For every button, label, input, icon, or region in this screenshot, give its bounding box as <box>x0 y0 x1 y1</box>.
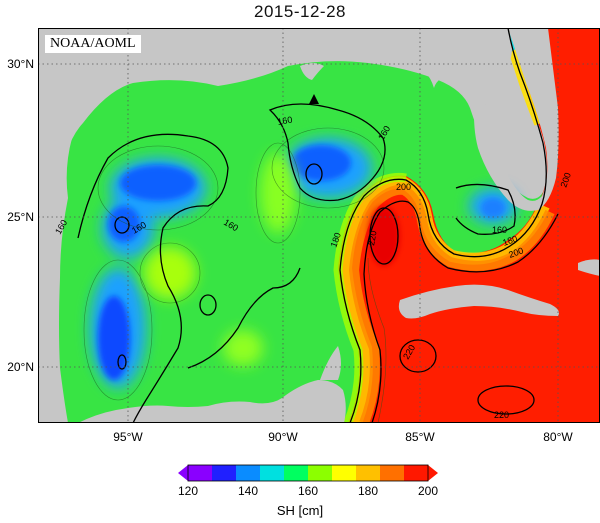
colorbar-max-arrow <box>428 465 438 481</box>
colorbar-cell <box>212 465 237 481</box>
lon-label: 90°W <box>268 430 298 444</box>
colorbar-cell <box>236 465 261 481</box>
colorbar-cell <box>380 465 405 481</box>
station-marker-icon <box>309 94 319 104</box>
contour-labels: 160 160 160 160 160 180 200 220 220 220 … <box>53 115 573 420</box>
contour-label: 200 <box>558 171 573 189</box>
colorbar-tick-label: 200 <box>417 484 439 498</box>
colorbar-tick-label: 180 <box>357 484 379 498</box>
lon-label: 80°W <box>543 430 573 444</box>
contour-lines-bold <box>77 28 559 423</box>
colorbar-min-arrow <box>178 465 188 481</box>
contour-label: 220 <box>366 230 378 247</box>
land-masses <box>38 28 600 423</box>
lon-label: 95°W <box>113 430 143 444</box>
credit-label: NOAA/AOML <box>45 35 141 53</box>
contour-label: 180 <box>328 231 343 249</box>
colorbar-cell <box>332 465 357 481</box>
colorbar-cell <box>356 465 381 481</box>
ocean-field <box>57 28 600 423</box>
map-title: 2015-12-28 <box>254 2 346 21</box>
lon-label: 85°W <box>405 430 435 444</box>
contour-label: 200 <box>396 182 411 192</box>
colorbar-tick-label: 160 <box>297 484 319 498</box>
colorbar-unit-label: SH [cm] <box>276 503 324 518</box>
contour-label: 220 <box>494 410 509 420</box>
contour-label: 160 <box>492 225 507 235</box>
colorbar-cell <box>308 465 333 481</box>
lat-label: 20°N <box>7 360 34 374</box>
colorbar-cell <box>284 465 309 481</box>
contour-label: 200 <box>507 245 525 260</box>
contour-lines-thin <box>83 127 387 423</box>
lat-label: 30°N <box>7 57 34 71</box>
colorbar-tick-label: 140 <box>237 484 259 498</box>
colorbar-border <box>187 464 429 482</box>
colorbar-tick-label: 120 <box>177 484 199 498</box>
contour-label: 180 <box>501 233 519 248</box>
colorbar-cell <box>260 465 285 481</box>
colorbar <box>178 464 438 487</box>
colorbar-cell <box>404 465 429 481</box>
colorbar-cells <box>188 465 429 481</box>
colorbar-cell <box>188 465 213 481</box>
lat-label: 25°N <box>7 210 34 224</box>
gridlines <box>38 28 600 423</box>
sea-height-map: 160 160 160 160 160 180 200 220 220 220 … <box>38 28 600 423</box>
contour-label: 160 <box>277 115 294 127</box>
